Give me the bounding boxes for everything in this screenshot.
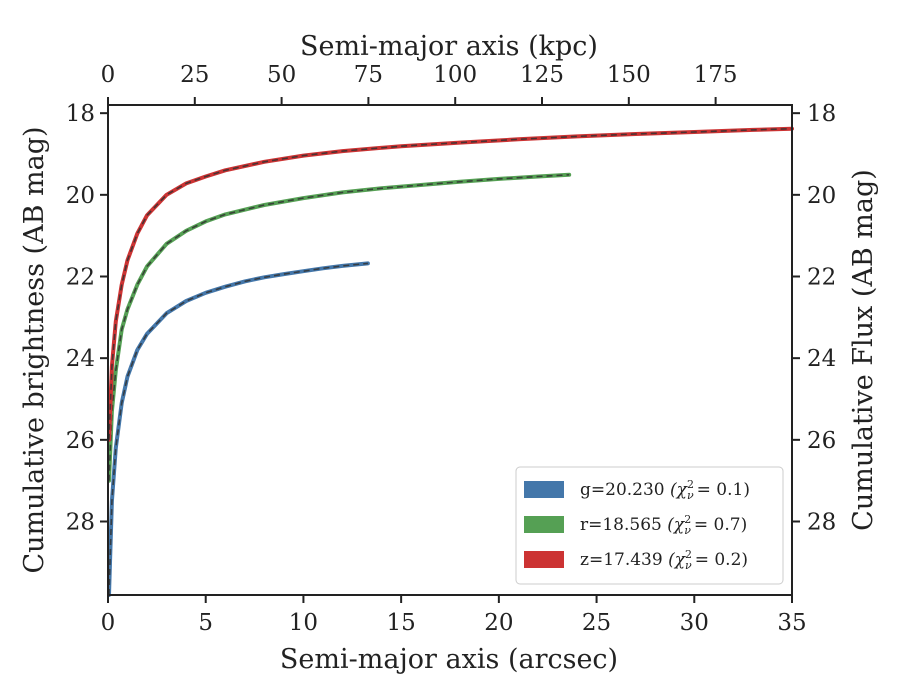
y-right-tick-label: 28 <box>807 510 836 536</box>
series-fit-line-1 <box>108 174 570 481</box>
legend-label-r-sup: 2 <box>684 513 691 526</box>
x-tick-label: 30 <box>680 610 709 636</box>
x-top-tick-label: 175 <box>694 62 738 88</box>
legend-entry-g: g=20.230 (χ2 ν = 0.1) <box>524 478 750 502</box>
series-layer <box>107 126 794 597</box>
x-tick-label: 20 <box>484 610 513 636</box>
legend-swatch-r <box>524 516 564 533</box>
plot-frame <box>107 104 793 596</box>
legend-label-g-chi: (χ <box>670 480 689 500</box>
x-axis-title: Semi-major axis (arcsec) <box>280 644 618 675</box>
x-tick-label: 25 <box>582 610 611 636</box>
legend-label-z-sup: 2 <box>685 548 692 561</box>
legend-label-z-value: = 0.2) <box>695 550 748 570</box>
y-tick-label: 20 <box>66 183 95 209</box>
series-fit-line-0 <box>108 262 368 596</box>
y-tick-label: 28 <box>66 510 95 536</box>
y-right-axis-title: Cumulative Flux (AB mag) <box>848 169 879 531</box>
y-right-tick-label: 22 <box>807 265 836 291</box>
legend-swatch-z <box>524 551 564 568</box>
series-fit-line-2 <box>108 127 793 440</box>
y-tick-label: 22 <box>66 265 95 291</box>
legend-label-g-sub: ν <box>687 489 694 502</box>
x-top-tick-label: 150 <box>607 62 651 88</box>
x-top-tick-label: 125 <box>520 62 564 88</box>
legend-label-z-sub: ν <box>685 559 692 572</box>
legend-label-z-chi: (χ <box>668 550 687 570</box>
y-right-tick-label: 20 <box>807 183 836 209</box>
legend-label-g-value: = 0.1) <box>697 480 750 500</box>
legend-label-r-value: = 0.7) <box>694 515 747 535</box>
x-tick-label: 5 <box>198 610 213 636</box>
x-top-tick-label: 100 <box>433 62 477 88</box>
legend-swatch-g <box>524 481 564 498</box>
legend-label-z: z=17.439 (χ2 ν = 0.2) <box>580 548 748 572</box>
legend-label-r-chi: (χ <box>667 515 686 535</box>
y-right-tick-label: 18 <box>807 101 836 127</box>
x-top-axis-title: Semi-major axis (kpc) <box>300 31 598 62</box>
legend-label-g-sup: 2 <box>687 478 694 491</box>
y-axis-title: Cumulative brightness (AB mag) <box>19 126 50 573</box>
legend-label-r-sub: ν <box>684 524 691 537</box>
x-top-tick-label: 25 <box>180 62 209 88</box>
y-tick-label: 26 <box>66 428 95 454</box>
legend: g=20.230 (χ2 ν = 0.1) r=18.565 (χ2 ν = 0.7) … <box>515 466 784 585</box>
x-tick-label: 10 <box>289 610 318 636</box>
y-tick-label: 24 <box>66 346 95 372</box>
legend-label-g-name: g=20.230 <box>580 480 665 500</box>
legend-entry-r: r=18.565 (χ2 ν = 0.7) <box>524 513 747 537</box>
x-top-tick-label: 75 <box>354 62 383 88</box>
legend-label-r: r=18.565 (χ2 ν = 0.7) <box>580 513 747 537</box>
x-tick-label: 15 <box>387 610 416 636</box>
x-tick-label: 35 <box>777 610 806 636</box>
legend-frame <box>515 466 784 585</box>
legend-label-z-name: z=17.439 <box>580 550 663 570</box>
y-tick-label: 18 <box>66 101 95 127</box>
x-top-tick-label: 0 <box>101 62 116 88</box>
legend-label-r-name: r=18.565 <box>580 515 662 535</box>
y-right-tick-label: 26 <box>807 428 836 454</box>
y-right-tick-label: 24 <box>807 346 836 372</box>
x-top-tick-label: 50 <box>267 62 296 88</box>
legend-label-g: g=20.230 (χ2 ν = 0.1) <box>580 478 750 502</box>
legend-entry-z: z=17.439 (χ2 ν = 0.2) <box>524 548 748 572</box>
x-tick-label: 0 <box>101 610 116 636</box>
axes-layer: 0 5 10 15 20 25 30 35 0 25 50 75 100 125 150 175 18 18 20 2… <box>66 62 837 636</box>
